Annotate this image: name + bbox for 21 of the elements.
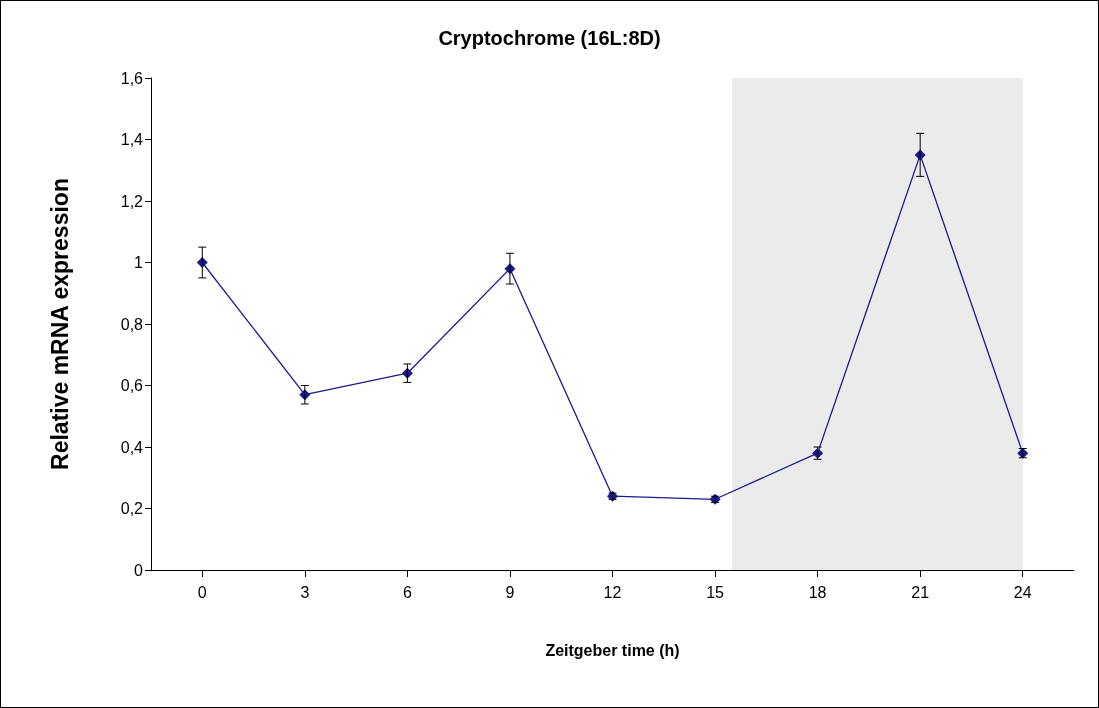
y-tick-label: 1 bbox=[134, 254, 144, 271]
x-tick-label: 18 bbox=[808, 583, 827, 601]
y-tick-label: 1,2 bbox=[120, 192, 144, 210]
x-tick-label: 24 bbox=[1013, 583, 1032, 601]
y-tick-label: 0,6 bbox=[120, 377, 144, 394]
x-axis-title: Zeitgeber time (h) bbox=[545, 641, 680, 659]
x-tick-label: 21 bbox=[911, 583, 930, 601]
chart-title: Cryptochrome (16L:8D) bbox=[438, 27, 661, 49]
y-tick-label: 0,4 bbox=[120, 438, 144, 456]
x-tick-label: 15 bbox=[706, 583, 725, 601]
x-tick-label: 9 bbox=[505, 583, 515, 601]
y-tick-label: 0,2 bbox=[120, 500, 144, 517]
x-tick-label: 6 bbox=[402, 583, 412, 601]
y-tick-label: 1,4 bbox=[120, 131, 144, 148]
y-axis-title: Relative mRNA expression bbox=[46, 178, 73, 470]
y-tick-label: 0 bbox=[134, 561, 144, 579]
y-tick-label: 0,8 bbox=[120, 315, 144, 333]
x-tick-label: 3 bbox=[300, 583, 310, 601]
y-tick-label: 1,6 bbox=[120, 69, 144, 87]
x-tick-label: 12 bbox=[603, 583, 622, 601]
x-tick-label: 0 bbox=[197, 583, 207, 601]
